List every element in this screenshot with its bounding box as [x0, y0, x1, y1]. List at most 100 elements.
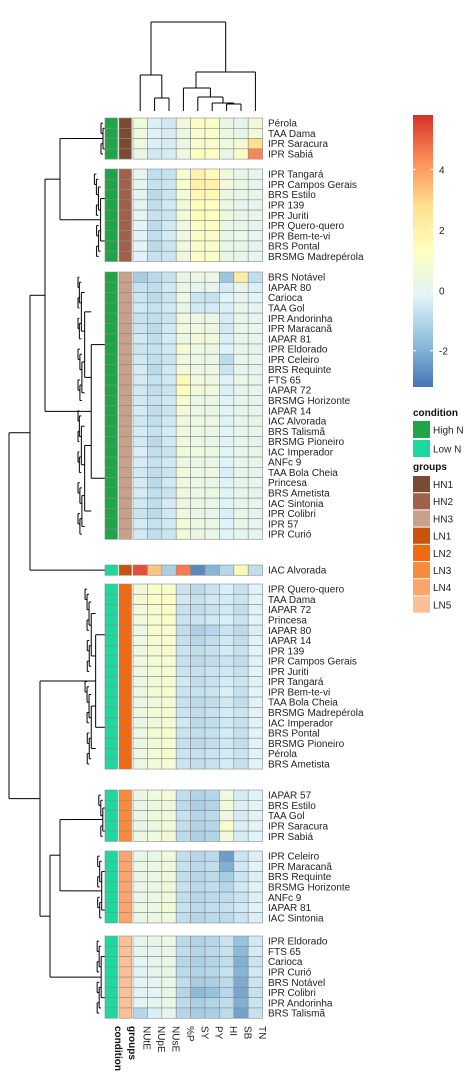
group-cell	[118, 935, 132, 947]
heatmap-cell	[175, 117, 191, 129]
heatmap-cell	[190, 250, 206, 262]
heatmap-cell	[219, 871, 235, 883]
legend-swatch	[413, 562, 430, 579]
row-label: TAA Dama	[268, 129, 316, 140]
heatmap-cell	[161, 405, 177, 417]
heatmap-cell	[175, 707, 191, 718]
heatmap-cell	[219, 467, 235, 478]
heatmap-cell	[204, 395, 220, 406]
heatmap-cell	[161, 614, 177, 626]
heatmap-cell	[247, 717, 263, 729]
heatmap-cell	[219, 717, 235, 729]
condition-cell	[104, 148, 118, 160]
legend-label: LN4	[433, 583, 452, 594]
heatmap-cell	[219, 395, 235, 406]
heatmap-cell	[204, 508, 220, 520]
heatmap-cell	[190, 425, 206, 437]
heatmap-cell	[161, 364, 177, 376]
group-cell	[118, 645, 132, 657]
group-cell	[118, 384, 132, 396]
heatmap-cell	[190, 655, 206, 667]
heatmap-cell	[204, 343, 220, 355]
row-label: IPR Bem-te-vi	[268, 231, 330, 242]
heatmap-cell	[132, 635, 148, 646]
heatmap-cell	[175, 168, 191, 180]
heatmap-cell	[190, 312, 206, 324]
heatmap-cell	[147, 997, 163, 1009]
heatmap-cell	[147, 395, 163, 406]
group-cell	[118, 758, 132, 770]
heatmap-cell	[204, 799, 220, 811]
heatmap-cell	[147, 528, 163, 540]
heatmap-cell	[247, 343, 263, 355]
legend-label: LN3	[433, 566, 452, 577]
heatmap-cell	[175, 810, 191, 822]
heatmap-cell	[233, 871, 249, 883]
heatmap-cell	[147, 655, 163, 667]
group-cell	[118, 945, 132, 957]
group-cell	[118, 178, 132, 190]
condition-cell	[104, 518, 118, 530]
condition-cell	[104, 353, 118, 365]
heatmap-cell	[147, 333, 163, 345]
row-label: IAC Sintonia	[268, 913, 324, 924]
row-label: TAA Gol	[268, 811, 305, 822]
heatmap-cell	[247, 333, 263, 345]
row-label: IAPAR 14	[268, 406, 312, 417]
row-label: IAPAR 14	[268, 636, 312, 647]
heatmap-cell	[161, 810, 177, 822]
heatmap-cell	[233, 148, 249, 160]
annotation-label: groups	[126, 1026, 137, 1060]
heatmap-cell	[247, 528, 263, 540]
heatmap-cell	[219, 199, 235, 211]
heatmap-cell	[219, 789, 235, 801]
heatmap-cell	[233, 881, 249, 893]
legend-title: groups	[413, 462, 447, 473]
group-cell	[118, 881, 132, 893]
condition-cell	[104, 997, 118, 1009]
heatmap-cell	[175, 230, 191, 242]
legend-label: HN1	[433, 480, 453, 491]
heatmap-cell	[175, 508, 191, 520]
heatmap-cell	[132, 148, 148, 160]
heatmap-cell	[219, 799, 235, 811]
heatmap-cell	[147, 799, 163, 811]
group-cell	[118, 240, 132, 252]
heatmap-cell	[132, 220, 148, 231]
heatmap-cell	[190, 820, 206, 832]
heatmap-cell	[147, 138, 163, 150]
group-cell	[118, 593, 132, 605]
group-cell	[118, 456, 132, 468]
heatmap-cell	[161, 902, 177, 913]
heatmap-cell	[132, 645, 148, 657]
condition-cell	[104, 707, 118, 718]
heatmap-cell	[147, 240, 163, 252]
heatmap-cell	[247, 935, 263, 947]
condition-cell	[104, 645, 118, 657]
heatmap-cell	[247, 384, 263, 396]
row-label: BRS Ametista	[268, 489, 330, 500]
heatmap-cell	[204, 271, 220, 283]
condition-cell	[104, 717, 118, 729]
heatmap-cell	[247, 518, 263, 530]
condition-cell	[104, 696, 118, 708]
heatmap-cell	[147, 446, 163, 458]
heatmap-cell	[161, 737, 177, 749]
heatmap-cell	[233, 415, 249, 427]
heatmap-cell	[132, 240, 148, 252]
heatmap-cell	[233, 945, 249, 957]
heatmap-cell	[247, 902, 263, 913]
group-cell	[118, 138, 132, 150]
group-cell	[118, 497, 132, 509]
heatmap-cell	[132, 436, 148, 448]
heatmap-cell	[147, 665, 163, 677]
heatmap-cell	[233, 655, 249, 667]
group-cell	[118, 665, 132, 677]
group-cell	[118, 830, 132, 842]
row-label: ANFc 9	[268, 458, 302, 469]
heatmap-cell	[147, 281, 163, 293]
heatmap-cell	[190, 487, 206, 499]
heatmap-cell	[204, 583, 220, 595]
legend-swatch	[413, 440, 430, 457]
heatmap-cell	[175, 148, 191, 160]
